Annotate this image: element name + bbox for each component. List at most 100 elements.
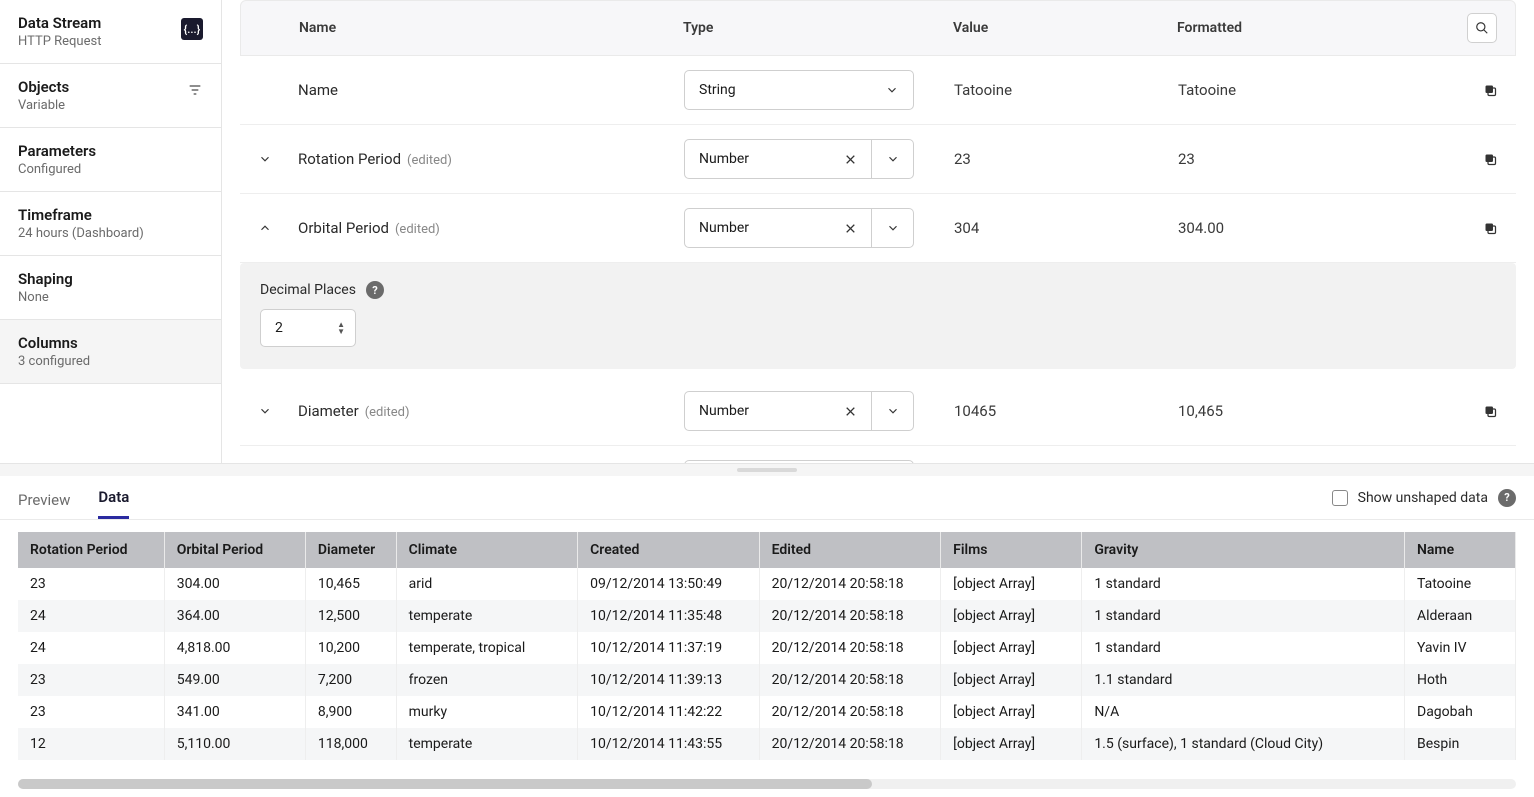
clear-icon[interactable] xyxy=(844,222,857,235)
value-cell: 23 xyxy=(954,150,1178,168)
decimal-places-panel: Decimal Places?2▲▼ xyxy=(240,263,1516,369)
table-cell: 20/12/2014 20:58:18 xyxy=(759,728,941,760)
sidebar-item-objects[interactable]: ObjectsVariable xyxy=(0,64,221,128)
sidebar-item-title: Shaping xyxy=(18,270,73,288)
table-header[interactable]: Climate xyxy=(396,532,578,568)
panel-drag-handle[interactable] xyxy=(0,464,1534,476)
decimal-places-input[interactable]: 2 ▲▼ xyxy=(260,309,356,347)
col-header-value: Value xyxy=(953,20,1177,36)
col-header-formatted: Formatted xyxy=(1177,20,1457,36)
sidebar-item-subtitle: 3 configured xyxy=(18,354,90,369)
table-cell: 24 xyxy=(18,632,164,664)
help-icon[interactable]: ? xyxy=(366,281,384,299)
col-header-name: Name xyxy=(299,20,683,36)
type-select[interactable]: Number xyxy=(684,208,954,248)
horizontal-scrollbar[interactable] xyxy=(18,779,1516,791)
tab-data[interactable]: Data xyxy=(98,488,129,519)
table-cell: 7,200 xyxy=(305,664,396,696)
sidebar-item-data-stream[interactable]: Data Stream HTTP Request {...} xyxy=(0,0,221,64)
table-header[interactable]: Edited xyxy=(759,532,941,568)
table-cell: 5,110.00 xyxy=(164,728,305,760)
type-value: Number xyxy=(699,403,749,419)
table-header[interactable]: Name xyxy=(1405,532,1516,568)
value-cell: 10465 xyxy=(954,402,1178,420)
table-header[interactable]: Diameter xyxy=(305,532,396,568)
chevron-up-icon[interactable] xyxy=(258,221,298,235)
table-cell: 20/12/2014 20:58:18 xyxy=(759,568,941,600)
table-cell: 364.00 xyxy=(164,600,305,632)
clear-icon[interactable] xyxy=(844,153,857,166)
stepper-icon[interactable]: ▲▼ xyxy=(337,321,345,335)
table-row[interactable]: 23549.007,200frozen10/12/2014 11:39:1320… xyxy=(18,664,1516,696)
table-row[interactable]: 244,818.0010,200temperate, tropical10/12… xyxy=(18,632,1516,664)
sidebar-item-parameters[interactable]: ParametersConfigured xyxy=(0,128,221,192)
clear-icon[interactable] xyxy=(844,405,857,418)
help-icon[interactable]: ? xyxy=(1498,489,1516,507)
type-select[interactable]: Number xyxy=(684,139,954,179)
formatted-cell: Tatooine xyxy=(1178,81,1458,99)
search-icon xyxy=(1475,21,1489,35)
show-unshaped-checkbox[interactable] xyxy=(1332,490,1348,506)
table-cell: [object Array] xyxy=(941,696,1082,728)
column-row: Diameter(edited)Number1046510,465 xyxy=(240,377,1516,446)
formatted-cell: 10,465 xyxy=(1178,402,1458,420)
column-row: ClimateStringaridarid xyxy=(240,446,1516,463)
copy-icon[interactable] xyxy=(1483,83,1498,98)
filter-icon[interactable] xyxy=(187,82,203,98)
json-icon: {...} xyxy=(181,18,203,40)
table-row[interactable]: 125,110.00118,000temperate10/12/2014 11:… xyxy=(18,728,1516,760)
copy-icon[interactable] xyxy=(1483,221,1498,236)
table-cell: 10/12/2014 11:37:19 xyxy=(578,632,760,664)
table-header[interactable]: Created xyxy=(578,532,760,568)
chevron-down-icon[interactable] xyxy=(258,152,298,166)
table-cell: [object Array] xyxy=(941,632,1082,664)
sidebar-item-timeframe[interactable]: Timeframe 24 hours (Dashboard) xyxy=(0,192,221,256)
table-cell: temperate xyxy=(396,600,578,632)
table-row[interactable]: 23304.0010,465arid09/12/2014 13:50:4920/… xyxy=(18,568,1516,600)
sidebar-item-subtitle: None xyxy=(18,290,73,305)
table-cell: 10/12/2014 11:39:13 xyxy=(578,664,760,696)
table-cell: 1.1 standard xyxy=(1082,664,1405,696)
table-cell: N/A xyxy=(1082,696,1405,728)
type-select[interactable]: String xyxy=(684,70,954,110)
table-cell: 09/12/2014 13:50:49 xyxy=(578,568,760,600)
chevron-down-icon[interactable] xyxy=(258,404,298,418)
chevron-down-icon[interactable] xyxy=(872,139,914,179)
table-header[interactable]: Orbital Period xyxy=(164,532,305,568)
sidebar-item-subtitle: HTTP Request xyxy=(18,34,101,49)
chevron-down-icon[interactable] xyxy=(872,208,914,248)
table-header[interactable]: Films xyxy=(941,532,1082,568)
type-value: Number xyxy=(699,151,749,167)
table-cell: 10/12/2014 11:42:22 xyxy=(578,696,760,728)
type-select[interactable]: Number xyxy=(684,391,954,431)
chevron-down-icon[interactable] xyxy=(872,391,914,431)
sidebar-item-subtitle: 24 hours (Dashboard) xyxy=(18,226,144,241)
decimal-places-value: 2 xyxy=(275,320,283,336)
type-select[interactable]: String xyxy=(684,460,954,463)
table-cell: 549.00 xyxy=(164,664,305,696)
copy-icon[interactable] xyxy=(1483,152,1498,167)
table-cell: 118,000 xyxy=(305,728,396,760)
column-row: Orbital Period(edited)Number304304.00 xyxy=(240,194,1516,263)
table-cell: frozen xyxy=(396,664,578,696)
search-button[interactable] xyxy=(1467,13,1497,43)
sidebar-item-title: Data Stream xyxy=(18,14,101,32)
chevron-down-icon[interactable] xyxy=(885,83,899,97)
table-cell: temperate xyxy=(396,728,578,760)
table-row[interactable]: 23341.008,900murky10/12/2014 11:42:2220/… xyxy=(18,696,1516,728)
table-cell: murky xyxy=(396,696,578,728)
columns-panel: Name Type Value Formatted NameStringTato… xyxy=(222,0,1534,463)
column-name: Orbital Period(edited) xyxy=(298,219,684,237)
type-value: String xyxy=(699,82,736,98)
table-row[interactable]: 24364.0012,500temperate10/12/2014 11:35:… xyxy=(18,600,1516,632)
sidebar: Data Stream HTTP Request {...} ObjectsVaria… xyxy=(0,0,222,463)
table-cell: Tatooine xyxy=(1405,568,1516,600)
sidebar-item-shaping[interactable]: Shaping None xyxy=(0,256,221,320)
table-header[interactable]: Gravity xyxy=(1082,532,1405,568)
sidebar-item-columns[interactable]: Columns3 configured xyxy=(0,320,221,384)
table-cell: temperate, tropical xyxy=(396,632,578,664)
sidebar-item-title: Timeframe xyxy=(18,206,144,224)
tab-preview[interactable]: Preview xyxy=(18,491,70,519)
copy-icon[interactable] xyxy=(1483,404,1498,419)
table-header[interactable]: Rotation Period xyxy=(18,532,164,568)
